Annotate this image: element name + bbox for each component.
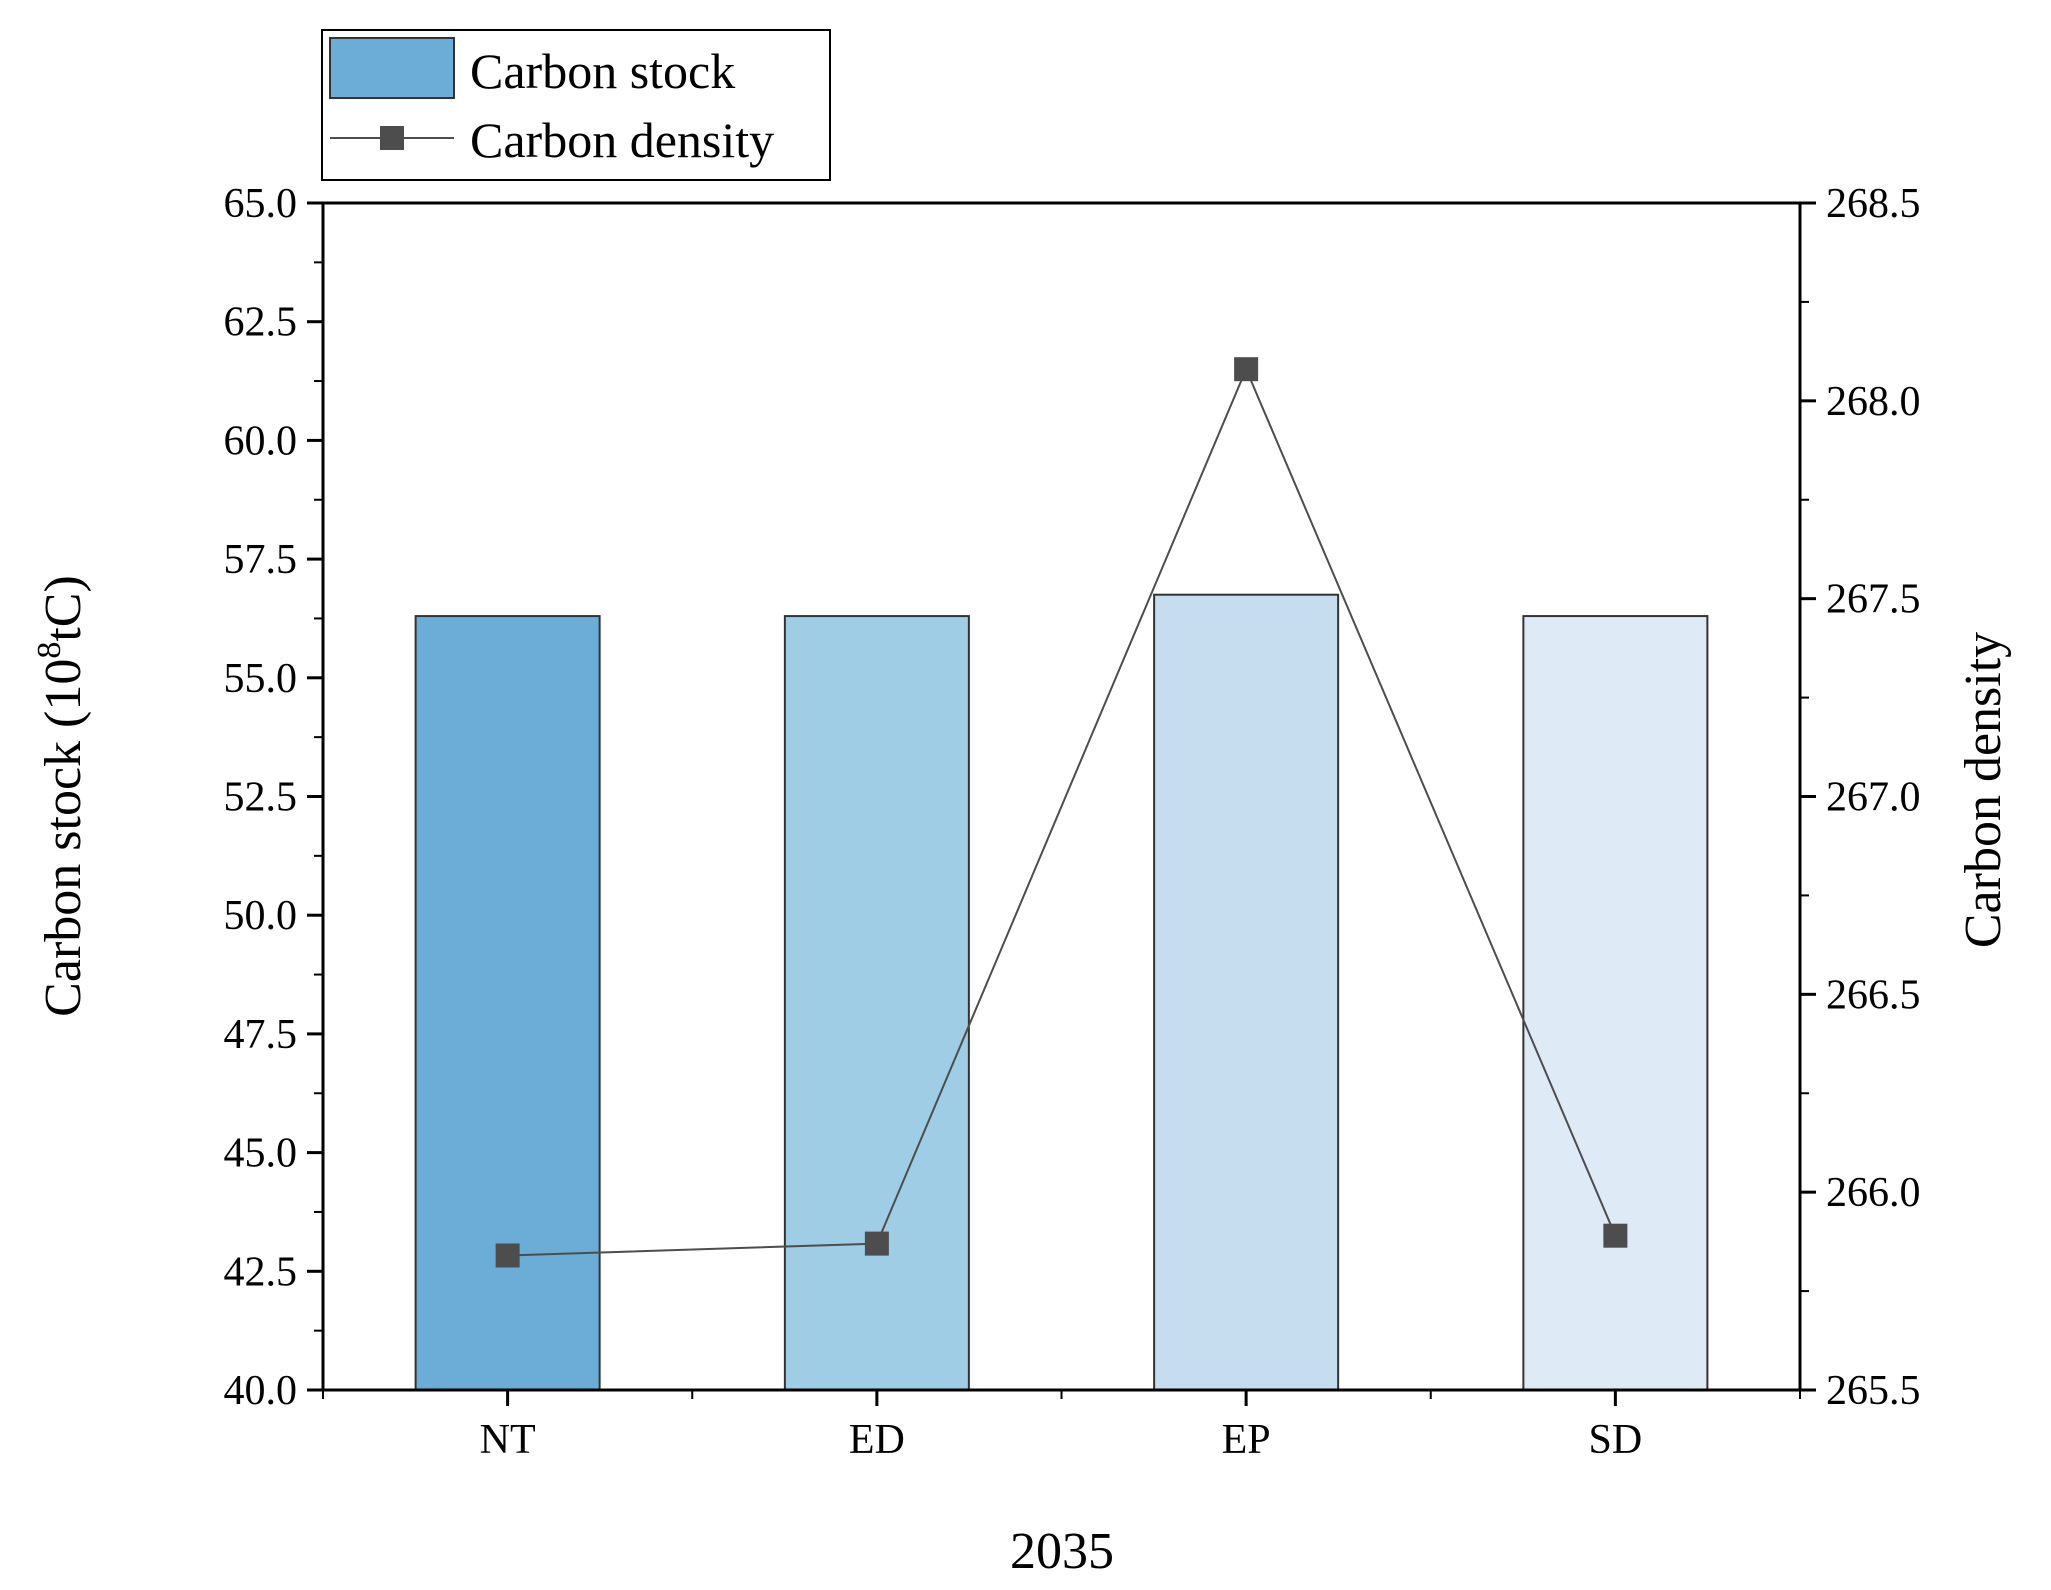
legend-carbon-stock-swatch (329, 37, 455, 99)
legend-carbon-density-label: Carbon density (470, 112, 774, 168)
y2-tick-label: 267.0 (1826, 775, 1921, 821)
y-tick-label: 62.5 (224, 300, 298, 346)
bar-ep (1153, 593, 1340, 1391)
density-marker-ep (1234, 357, 1259, 382)
density-marker-ed (864, 1231, 889, 1256)
bars (414, 593, 1709, 1391)
x-axis-ticks: NT ED EP SD (322, 1390, 1801, 1463)
y2-tick-label: 268.0 (1826, 379, 1921, 425)
x-tick-label-sd: SD (1589, 1417, 1643, 1463)
carbon-density-series (495, 357, 1628, 1268)
y-tick-label: 45.0 (224, 1131, 298, 1177)
density-marker-sd (1603, 1223, 1628, 1248)
y2-tick-label: 267.5 (1826, 577, 1921, 623)
y-tick-label: 52.5 (224, 775, 298, 821)
y2-tick-label: 266.0 (1826, 1170, 1921, 1216)
y-tick-label: 57.5 (224, 537, 298, 583)
carbon-density-line (507, 366, 1617, 1257)
y2-tick-label: 266.5 (1826, 972, 1921, 1018)
bar-nt (414, 615, 601, 1391)
y-tick-label: 65.0 (224, 181, 298, 227)
y-tick-label: 47.5 (224, 1012, 298, 1058)
y2-tick-label: 265.5 (1826, 1368, 1921, 1414)
y-tick-label: 42.5 (224, 1249, 298, 1295)
legend-carbon-stock-label: Carbon stock (470, 43, 735, 99)
y2-axis-title: Carbon density (1955, 632, 2012, 948)
legend-carbon-density-marker (380, 126, 404, 150)
bar-sd (1522, 615, 1709, 1391)
x-axis-title: 2035 (1010, 1523, 1114, 1580)
y2-tick-label: 268.5 (1826, 181, 1921, 227)
y-tick-label: 40.0 (224, 1368, 298, 1414)
x-tick-label-nt: NT (480, 1417, 536, 1463)
y-axis-title: Carbon stock (108tC) (31, 575, 92, 1017)
y-tick-label: 50.0 (224, 893, 298, 939)
left-axis-ticks: 40.0 42.5 45.0 47.5 50.0 52.5 55.0 57.5 60.0 62.5… (224, 181, 323, 1414)
y-axis-title-unit: tC) (35, 575, 92, 641)
y-axis-title-superscript: 8 (31, 642, 68, 659)
y-tick-label: 60.0 (224, 418, 298, 464)
plot-area: 40.0 42.5 45.0 47.5 50.0 52.5 55.0 57.5 60.0 62.5… (224, 181, 1921, 1463)
legend: Carbon stock Carbon density (321, 29, 831, 181)
x-tick-label-ep: EP (1222, 1417, 1271, 1463)
density-marker-nt (495, 1243, 520, 1268)
bar-ed (783, 615, 970, 1391)
right-axis-ticks: 265.5 266.0 266.5 267.0 267.5 268.0 268.5 (1800, 181, 1921, 1414)
y-tick-label: 55.0 (224, 656, 298, 702)
x-tick-label-ed: ED (849, 1417, 905, 1463)
y-axis-title-main: Carbon stock (10 (35, 659, 92, 1017)
